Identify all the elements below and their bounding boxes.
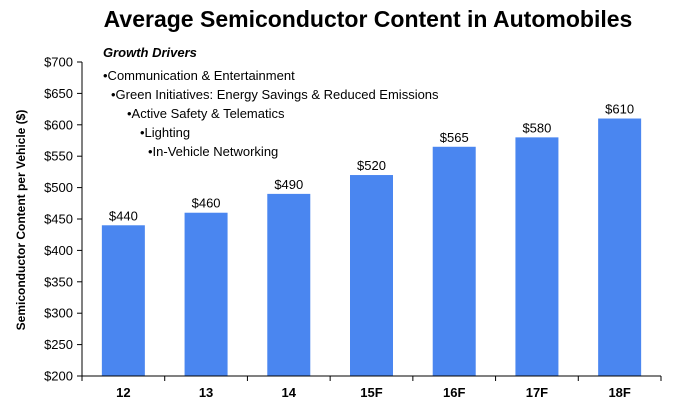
chart-title: Average Semiconductor Content in Automob… <box>104 6 633 32</box>
growth-driver-item: •Green Initiatives: Energy Savings & Red… <box>111 87 439 102</box>
data-label: $565 <box>440 130 469 145</box>
y-tick-label: $200 <box>44 369 73 384</box>
y-tick-label: $650 <box>44 86 73 101</box>
y-tick-label: $300 <box>44 306 73 321</box>
data-label: $520 <box>357 158 386 173</box>
data-label: $580 <box>522 120 551 135</box>
y-tick-label: $500 <box>44 180 73 195</box>
x-tick-label: 12 <box>116 385 130 400</box>
bar <box>101 225 145 376</box>
growth-driver-item: •Lighting <box>140 125 190 140</box>
data-label: $440 <box>109 208 138 223</box>
bar <box>432 146 476 376</box>
bar <box>598 118 642 377</box>
x-tick-label: 14 <box>282 385 297 400</box>
bar <box>184 212 228 376</box>
growth-drivers-heading: Growth Drivers <box>103 45 197 60</box>
x-tick-label: 16F <box>443 385 465 400</box>
y-tick-label: $550 <box>44 149 73 164</box>
growth-driver-item: •Active Safety & Telematics <box>127 106 285 121</box>
growth-driver-item: •Communication & Entertainment <box>103 68 295 83</box>
x-tick-label: 15F <box>360 385 382 400</box>
growth-driver-item: •In-Vehicle Networking <box>148 144 278 159</box>
bar <box>267 193 311 376</box>
y-tick-label: $350 <box>44 274 73 289</box>
data-label: $490 <box>274 177 303 192</box>
y-tick-label: $400 <box>44 243 73 258</box>
bar <box>515 137 559 376</box>
x-tick-label: 17F <box>526 385 548 400</box>
bar <box>350 175 393 376</box>
data-label: $610 <box>605 102 634 117</box>
x-tick-label: 13 <box>199 385 213 400</box>
y-axis-label: Semiconductor Content per Vehicle ($) <box>14 110 28 331</box>
data-label: $460 <box>192 196 221 211</box>
y-tick-label: $600 <box>44 117 73 132</box>
y-tick-label: $700 <box>44 55 73 70</box>
y-tick-label: $450 <box>44 212 73 227</box>
x-tick-label: 18F <box>608 385 630 400</box>
y-tick-label: $250 <box>44 337 73 352</box>
